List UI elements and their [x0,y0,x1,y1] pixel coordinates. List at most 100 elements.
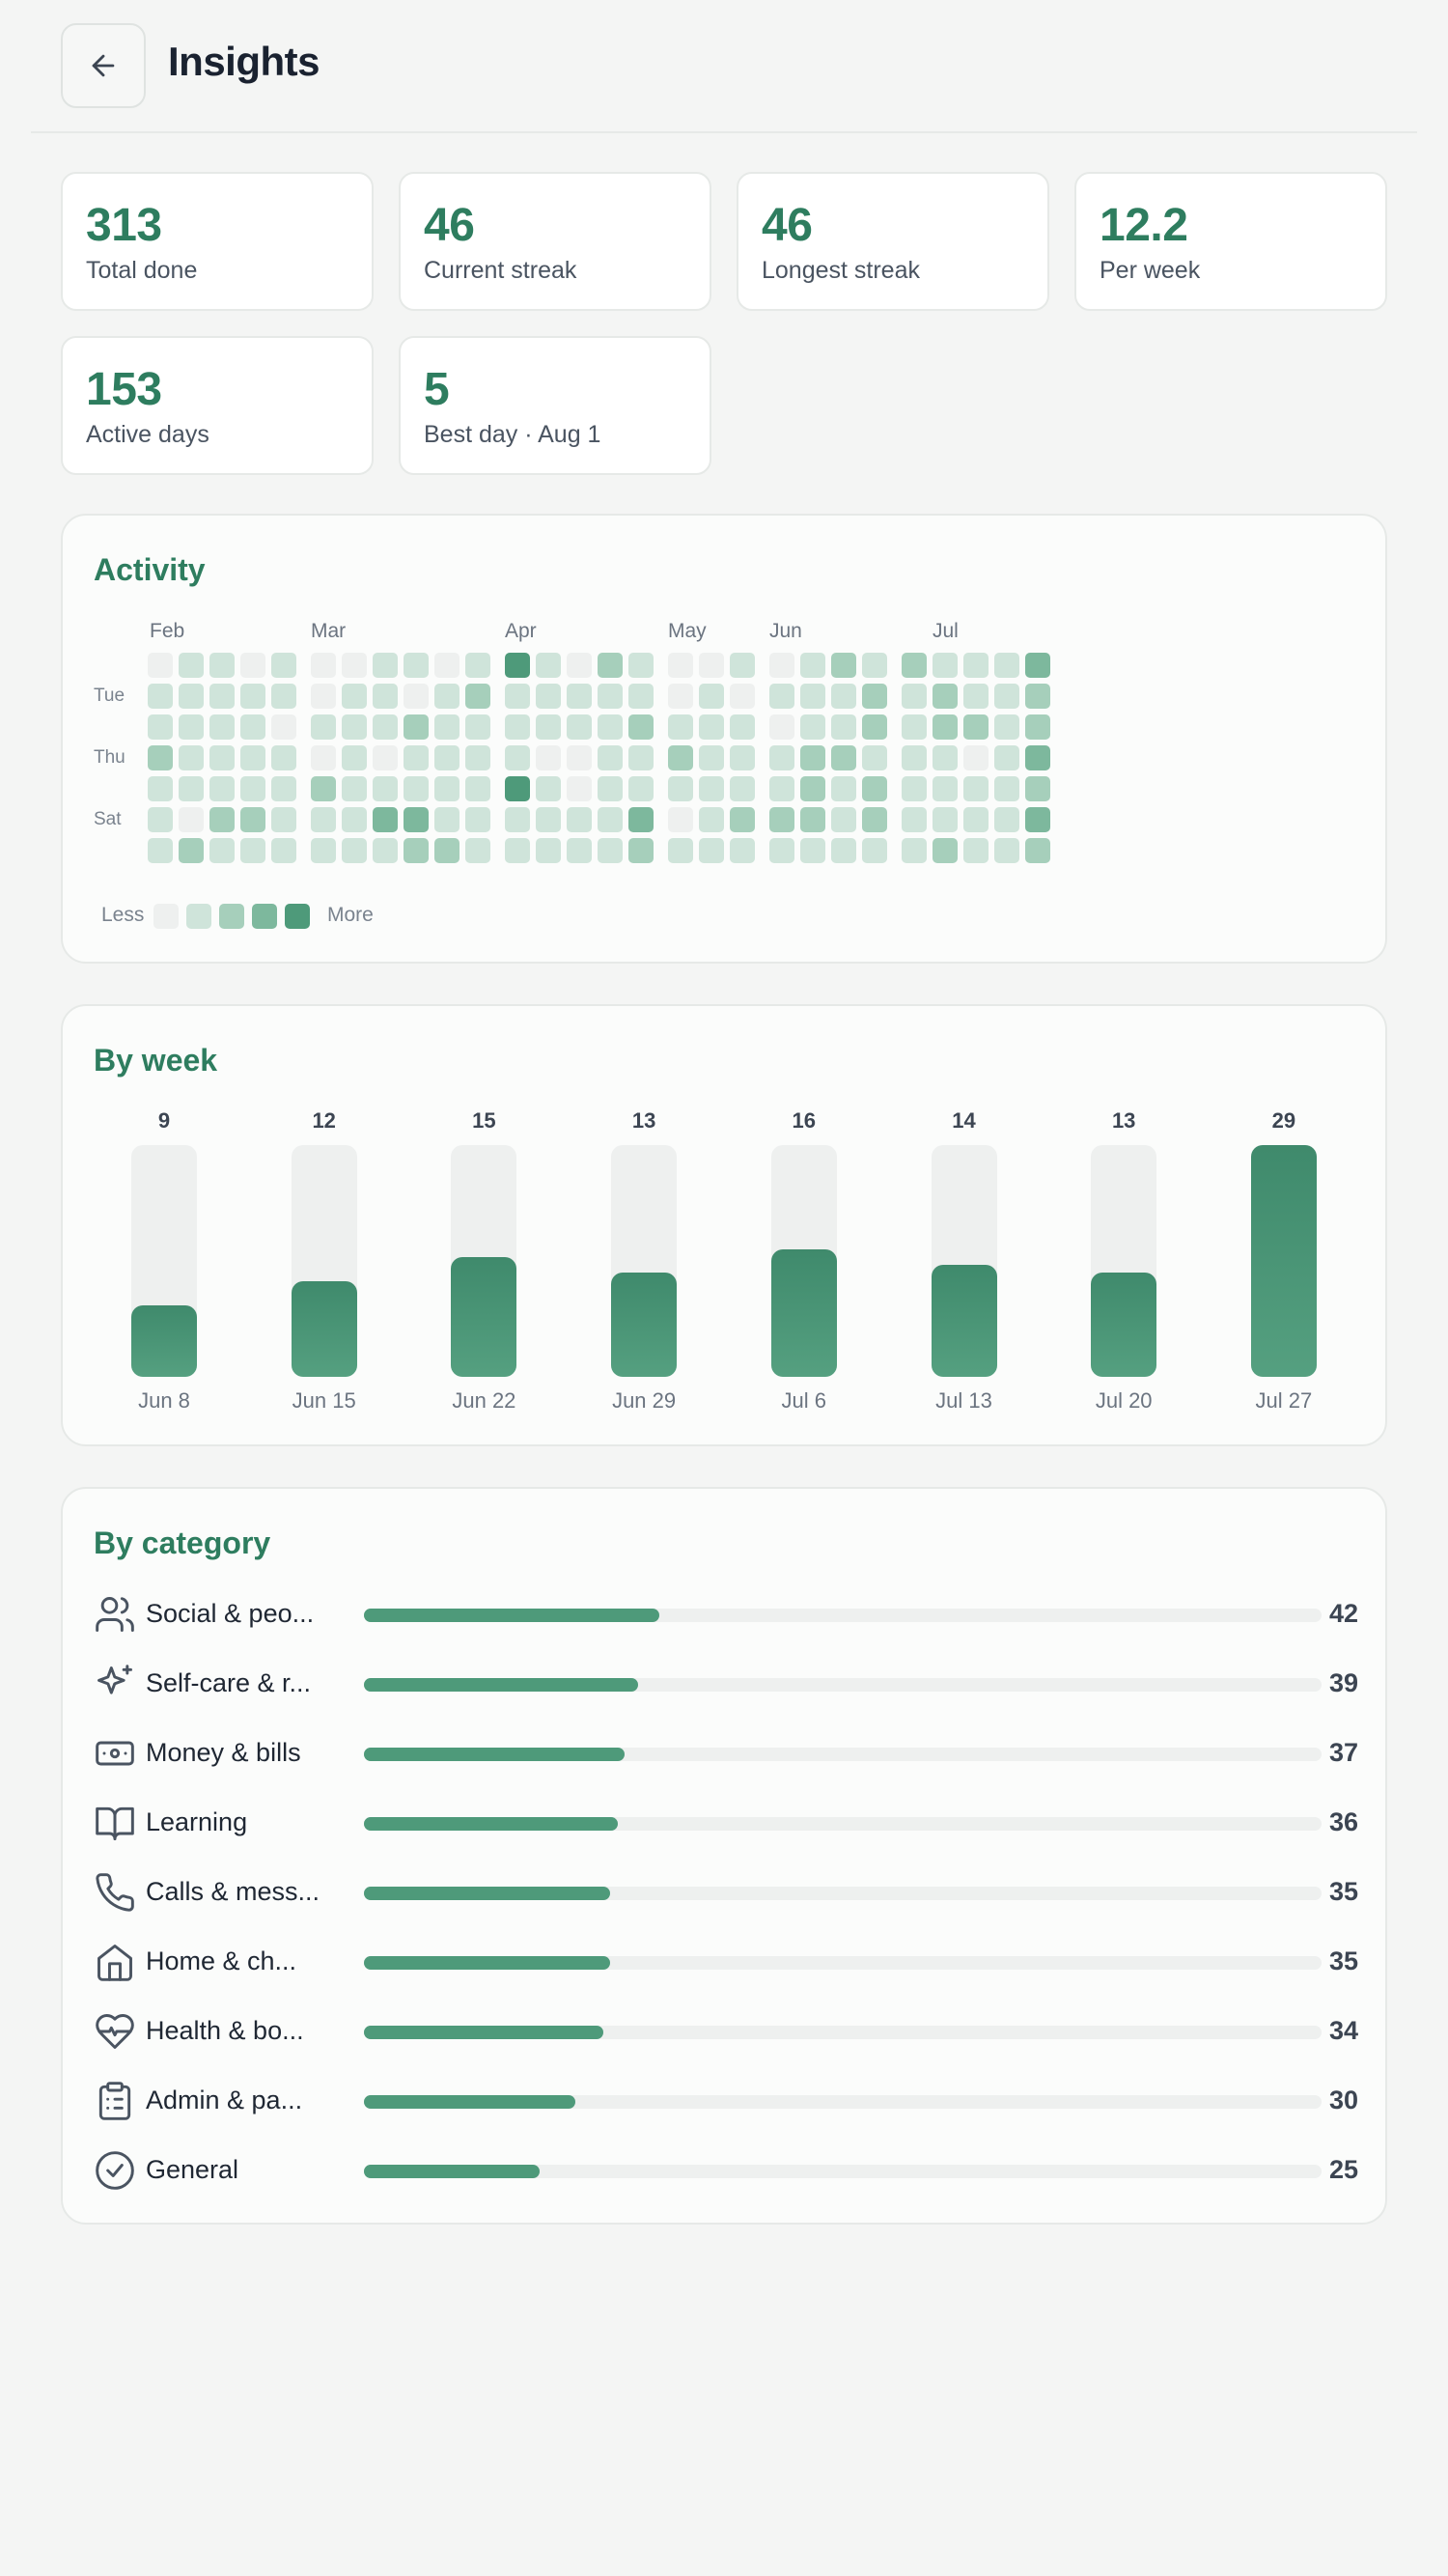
category-row: Social & peo... 42 [94,1585,1358,1643]
activity-cell [434,653,459,678]
activity-cell [434,684,459,709]
activity-cell [311,776,336,801]
activity-cell [902,807,927,832]
activity-cell [209,776,235,801]
book-open-icon [94,1802,136,1844]
month-label-jun: Jun [769,620,802,642]
activity-cell [902,838,927,863]
bar-value-label: 15 [472,1108,496,1133]
bar-category-label: Jun 29 [612,1388,677,1413]
activity-cell [271,745,296,770]
activity-cell [148,838,173,863]
back-button[interactable] [61,23,146,108]
activity-cell [505,745,530,770]
bar [451,1257,517,1377]
activity-cell [699,684,724,709]
category-count: 39 [1328,1668,1358,1697]
activity-cell [505,684,530,709]
by-category-panel: By category Social & peo... 42 Self-care &… [61,1487,1387,2225]
activity-cell [1025,838,1050,863]
activity-cell [933,807,958,832]
activity-cell [536,745,561,770]
activity-cell [434,838,459,863]
activity-cell [668,745,693,770]
stat-card-current-streak: 46 Current streak [399,172,711,311]
activity-cell [240,684,265,709]
activity-cell [373,838,398,863]
activity-cell [902,714,927,740]
activity-cell [404,745,429,770]
month-label-jul: Jul [933,620,959,642]
month-label-apr: Apr [505,620,537,642]
activity-cell [963,653,989,678]
activity-cell [628,745,654,770]
activity-cell [1025,653,1050,678]
activity-cell [404,684,429,709]
activity-cell [240,745,265,770]
activity-cell [179,684,204,709]
activity-cell [567,807,592,832]
category-bar-track [364,1817,1322,1831]
activity-cell [505,807,530,832]
activity-cell [831,776,856,801]
activity-cell [598,653,623,678]
activity-cell [628,684,654,709]
category-row: Home & ch... 35 [94,1933,1358,1991]
activity-cell [933,714,958,740]
activity-cell [505,714,530,740]
activity-cell [862,776,887,801]
by-week-panel: By week 9 Jun 8 12 Jun 15 15 Jun 22 13 Jun 29 16… [61,1004,1387,1446]
activity-cell [240,776,265,801]
category-bar-track [364,1956,1322,1970]
activity-cell [668,807,693,832]
activity-cell [1025,684,1050,709]
bar-value-label: 16 [792,1108,817,1133]
activity-cell [342,745,367,770]
activity-cell [963,714,989,740]
activity-cell [831,714,856,740]
activity-cell [933,838,958,863]
category-count: 42 [1328,1599,1358,1628]
stat-value: 46 [424,200,475,251]
category-count: 25 [1328,2155,1358,2184]
category-row: Learning 36 [94,1794,1358,1852]
activity-cell [994,653,1019,678]
bar [131,1305,197,1377]
bar-value-label: 13 [631,1108,656,1133]
activity-cell [730,776,755,801]
activity-cell [271,653,296,678]
activity-cell [1025,776,1050,801]
category-bar [364,1678,639,1692]
activity-cell [342,684,367,709]
stat-label: Total done [86,257,198,284]
category-bar [364,1817,618,1831]
activity-cell [148,684,173,709]
activity-cell [730,807,755,832]
activity-cell [963,684,989,709]
activity-cell [536,684,561,709]
activity-cell [699,653,724,678]
activity-cell [567,653,592,678]
bar-category-label: Jul 27 [1255,1388,1313,1413]
activity-cell [1025,714,1050,740]
activity-cell [209,807,235,832]
bar-category-label: Jun 22 [452,1388,516,1413]
category-name: Self-care & r... [146,1668,312,1697]
activity-cell [505,838,530,863]
activity-cell [831,684,856,709]
category-bar [364,2095,575,2109]
activity-cell [434,745,459,770]
phone-icon [94,1871,136,1914]
category-bar-track [364,1748,1322,1761]
activity-cell [148,653,173,678]
bar [611,1273,678,1377]
activity-cell [933,653,958,678]
activity-cell [963,838,989,863]
home-icon [94,1941,136,1983]
activity-cell [342,838,367,863]
activity-cell [404,653,429,678]
activity-cell [831,653,856,678]
activity-cell [311,838,336,863]
activity-cell [240,653,265,678]
category-bar-track [364,1887,1322,1900]
